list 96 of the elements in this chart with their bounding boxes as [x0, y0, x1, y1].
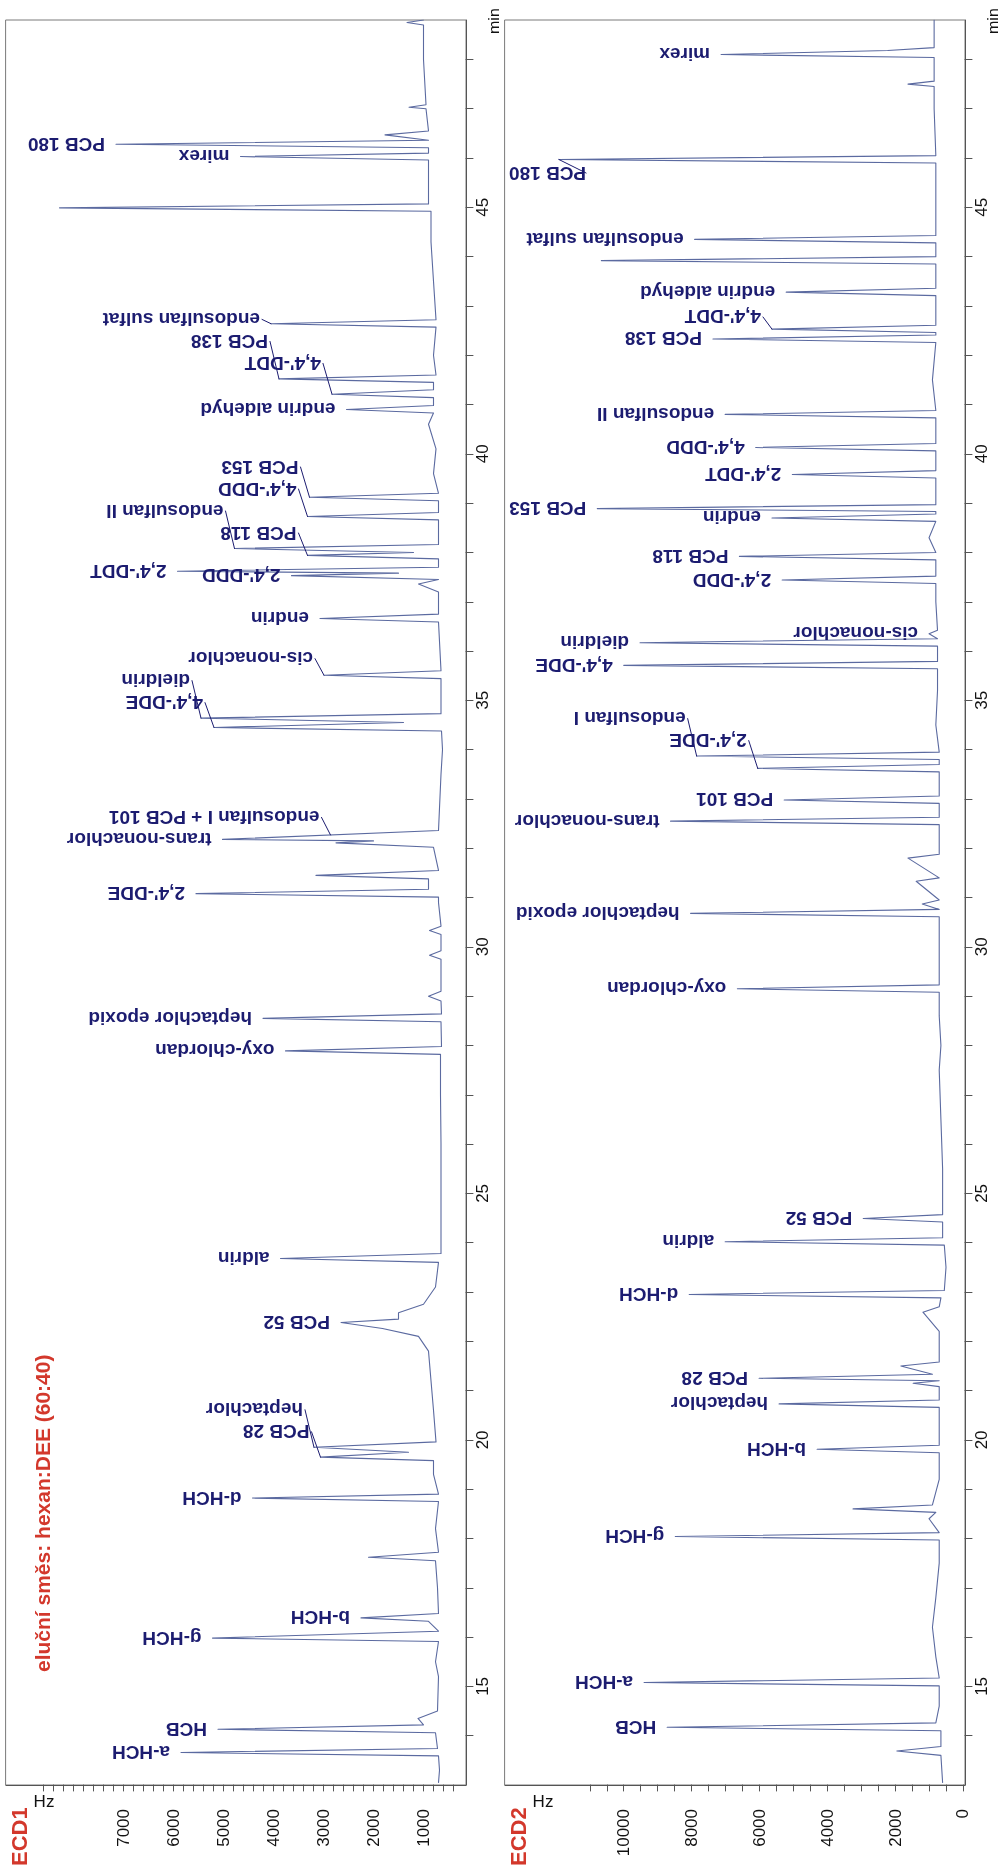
annotation: 4,4'-DDD — [218, 478, 297, 500]
y-tick-label: 15 — [972, 1676, 991, 1696]
annotation: PCB 52 — [263, 1312, 330, 1334]
annotation: 2,4'-DDT — [704, 464, 782, 486]
annotation: aldrin — [217, 1247, 270, 1269]
annotation: 4,4'-DDD — [666, 436, 745, 458]
y-tick-label: 35 — [972, 690, 991, 710]
annotation: 2,4'-DDD — [202, 565, 281, 587]
annotation: endosulfan I — [573, 708, 686, 730]
y-tick-label: 45 — [972, 197, 991, 217]
annotation: 2,4'-DDE — [669, 730, 747, 752]
annotation: endrin — [702, 507, 761, 529]
annotation: a-HCH — [575, 1671, 634, 1693]
y-tick-label: 45 — [473, 197, 492, 217]
y-tick-label: 15 — [473, 1676, 492, 1696]
x-tick-label: 5000 — [214, 1809, 233, 1847]
annotation: PCB 101 — [695, 789, 774, 811]
annotation: endosulfan sulfat — [102, 308, 260, 330]
annotation: PCB 138 — [190, 330, 268, 352]
annotation: d-HCH — [182, 1487, 242, 1509]
annotation: 2,4'-DDD — [692, 569, 772, 591]
annotation: g-HCH — [142, 1627, 202, 1649]
annotation: 2,4'-DDT — [89, 560, 167, 582]
annotation: PCB 52 — [785, 1208, 853, 1230]
x-tick-label: 4000 — [264, 1809, 283, 1847]
annotation: endrin aldehyd — [200, 398, 336, 420]
annotation: dieldrin — [121, 670, 190, 692]
y-tick-label: 40 — [473, 444, 492, 464]
annotation: endrin aldehyd — [640, 281, 776, 303]
annotation: oxy-chlordan — [607, 978, 727, 1000]
annotation: a-HCH — [111, 1741, 170, 1763]
annotation: PCB 180 — [27, 133, 105, 155]
annotation: mirex — [658, 44, 711, 66]
y-tick-label: 30 — [473, 937, 492, 957]
annotation: HCB — [614, 1716, 657, 1738]
annotation: PCB 118 — [652, 545, 729, 567]
y-tick-label: 25 — [972, 1183, 991, 1203]
y-tick-label: 25 — [473, 1183, 492, 1203]
annotation: trans-nonachlor — [514, 810, 660, 832]
y-tick-label: 35 — [473, 690, 492, 710]
annotation: 4,4'-DDT — [684, 306, 761, 328]
text: eluční směs: hexan:DEE (60:40) — [30, 1354, 54, 1672]
annotation: 2,4'-DDE — [107, 883, 185, 905]
annotation: aldrin — [662, 1231, 715, 1253]
annotation: endosulfan II — [106, 500, 224, 522]
x-tick-label: 1000 — [414, 1809, 433, 1847]
annotation: heptachlor — [205, 1399, 303, 1421]
y-tick-label: 20 — [972, 1430, 991, 1450]
annotation: endosulfan I + PCB 101 — [108, 806, 320, 828]
annotation: PCB 153 — [509, 498, 587, 520]
annotation: heptachlor epoxid — [515, 902, 680, 924]
annotation: cis-nonachlor — [792, 623, 919, 645]
x-axis-title: Hz — [532, 1791, 554, 1811]
annotation: mirex — [178, 146, 230, 168]
annotation: b-HCH — [290, 1607, 350, 1629]
x-tick-label: 0 — [953, 1809, 973, 1819]
text: ECD1 — [6, 1807, 32, 1866]
annotation: PCB 180 — [508, 162, 587, 184]
annotation: HCB — [165, 1718, 207, 1740]
annotation: PCB 118 — [220, 522, 297, 544]
annotation: g-HCH — [605, 1526, 665, 1548]
x-tick-label: 6000 — [164, 1809, 183, 1847]
annotation: b-HCH — [746, 1438, 807, 1460]
x-axis-title: Hz — [33, 1791, 55, 1811]
text: ECD2 — [505, 1807, 531, 1866]
x-tick-label: 7000 — [114, 1809, 133, 1847]
annotation: d-HCH — [619, 1283, 679, 1305]
x-tick-label: 2000 — [364, 1809, 383, 1847]
x-tick-label: 2000 — [885, 1809, 905, 1847]
y-axis-title: min — [485, 8, 503, 34]
annotation: cis-nonachlor — [187, 648, 313, 670]
annotation: endosulfan II — [596, 403, 715, 425]
y-tick-label: 20 — [473, 1430, 492, 1450]
annotation: PCB 153 — [221, 456, 299, 478]
x-tick-label: 10000 — [614, 1809, 634, 1857]
x-tick-label: 4000 — [817, 1809, 837, 1847]
annotation: 4,4'-DDE — [125, 692, 203, 714]
x-tick-label: 3000 — [314, 1809, 333, 1847]
annotation: oxy-chlordan — [155, 1040, 275, 1062]
y-axis-title: min — [984, 8, 998, 34]
x-tick-label: 8000 — [682, 1809, 702, 1847]
annotation: 4,4'-DDE — [535, 654, 613, 676]
annotation: 4,4'-DDT — [244, 352, 321, 374]
annotation: dieldrin — [560, 632, 630, 654]
annotation: PCB 138 — [624, 328, 702, 350]
annotation: PCB 28 — [242, 1421, 310, 1443]
annotation: PCB 28 — [681, 1367, 749, 1389]
annotation: heptachlor epoxid — [88, 1007, 252, 1029]
y-tick-label: 30 — [972, 937, 991, 957]
y-tick-label: 40 — [972, 444, 991, 464]
line-series — [58, 19, 444, 1784]
annotation: heptachlor — [670, 1393, 769, 1415]
annotation: endosulfan sulfat — [525, 228, 684, 250]
x-tick-label: 6000 — [749, 1809, 769, 1847]
annotation: endrin — [250, 608, 309, 630]
annotation: trans-nonachlor — [66, 828, 212, 850]
